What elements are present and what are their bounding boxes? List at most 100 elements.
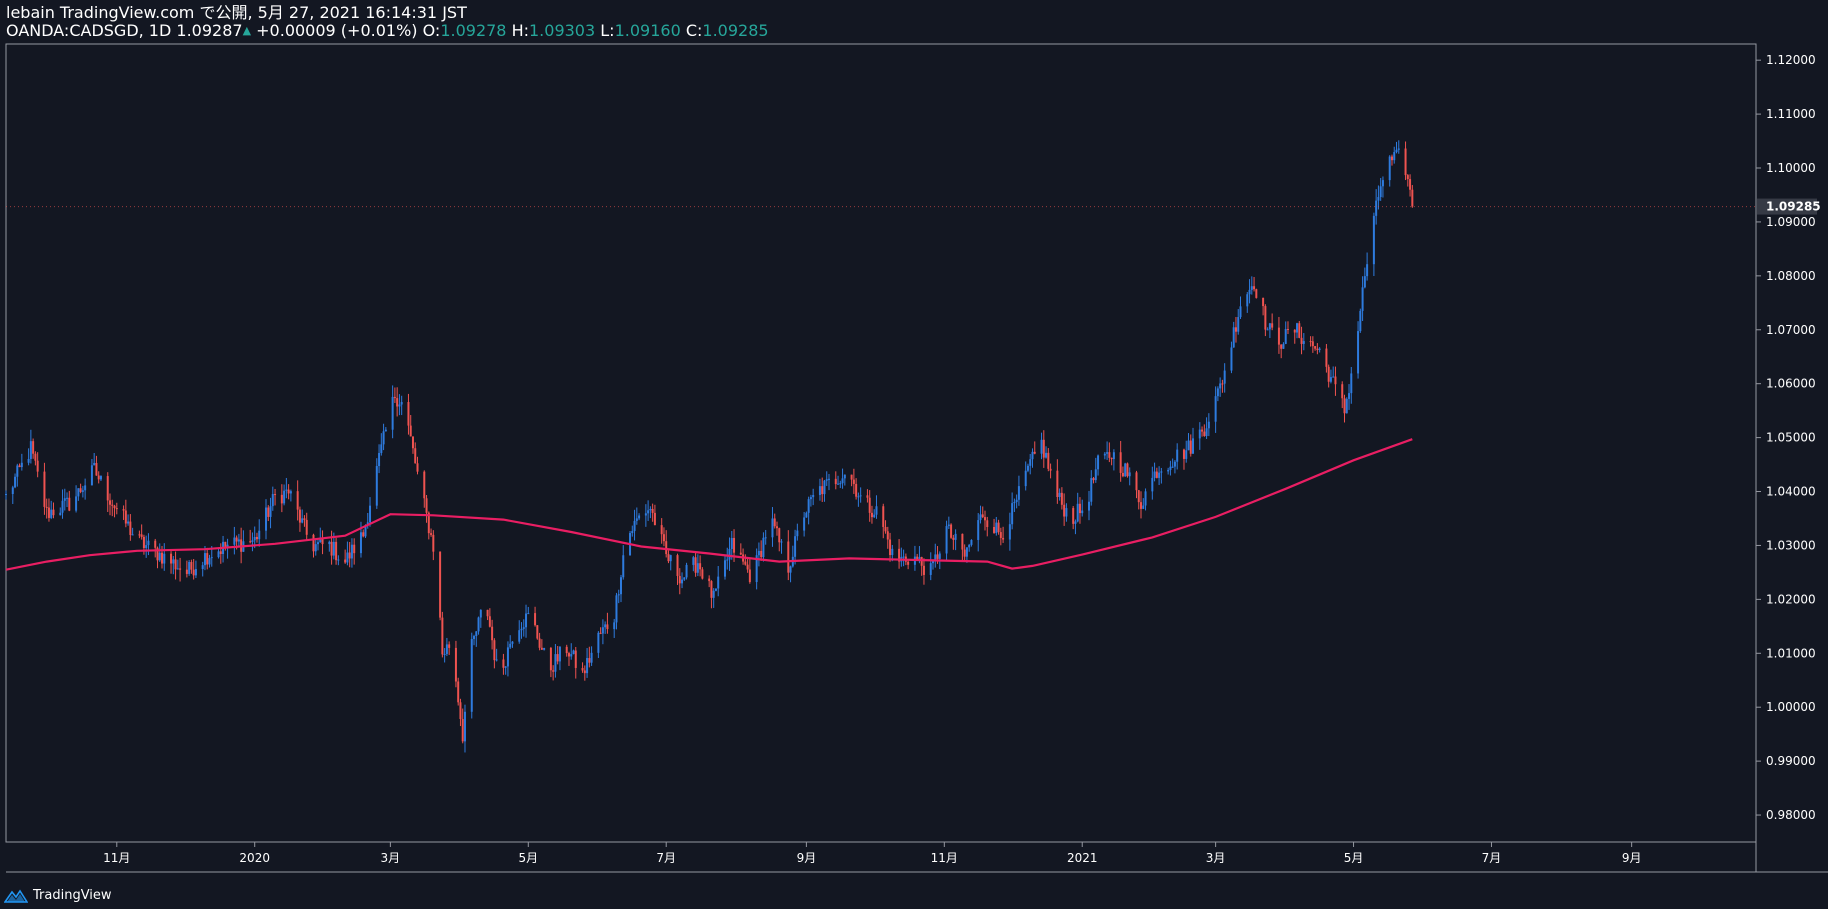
candle-body xyxy=(979,514,982,521)
candle-body xyxy=(158,552,161,561)
candle-body xyxy=(14,476,17,488)
candle-body xyxy=(172,559,175,564)
candle-body xyxy=(1325,348,1328,367)
candle-body xyxy=(1302,341,1305,344)
candle-body xyxy=(267,507,270,517)
candle-body xyxy=(1189,440,1192,454)
candle-body xyxy=(635,518,638,521)
candle-body xyxy=(1239,306,1242,318)
candle-body xyxy=(728,548,731,560)
candle-body xyxy=(305,519,308,535)
candle-body xyxy=(986,520,989,528)
candle-body xyxy=(1390,156,1393,161)
candle-body xyxy=(1309,341,1312,343)
candle-body xyxy=(1250,286,1253,290)
candle-body xyxy=(694,557,697,573)
candle-body xyxy=(778,528,781,543)
candle-body xyxy=(253,536,256,541)
candle-body xyxy=(208,558,211,565)
candle-body xyxy=(425,498,428,513)
high-value: 1.09303 xyxy=(529,21,596,40)
candle-body xyxy=(1361,287,1364,311)
candle-body xyxy=(984,517,987,521)
candle-body xyxy=(1395,149,1398,153)
candle-body xyxy=(764,537,767,539)
candle-body xyxy=(746,564,749,570)
tradingview-footer[interactable]: TradingView xyxy=(4,888,112,903)
candle-body xyxy=(884,526,887,532)
candle-body xyxy=(396,398,399,407)
candle-body xyxy=(1375,200,1378,216)
candle-body xyxy=(312,534,315,552)
x-tick-label: 5月 xyxy=(518,851,538,865)
x-tick-label: 11月 xyxy=(103,851,130,865)
candle-body xyxy=(439,551,442,618)
candle-body xyxy=(280,494,283,504)
candle-body xyxy=(898,548,901,562)
candle-body xyxy=(1379,186,1382,198)
candle-body xyxy=(552,670,555,672)
candle-body xyxy=(1409,179,1412,190)
candle-body xyxy=(203,553,206,566)
high-label: H: xyxy=(511,21,529,40)
candle-body xyxy=(68,497,71,511)
candle-body xyxy=(479,609,482,618)
candle-body xyxy=(1171,466,1174,468)
candle-body xyxy=(1219,383,1222,389)
candle-body xyxy=(617,594,620,596)
candle-body xyxy=(692,557,695,565)
candle-body xyxy=(1128,472,1131,477)
candle-body xyxy=(570,654,573,657)
candle-body xyxy=(1372,215,1375,265)
candle-body xyxy=(889,539,892,556)
candle-body xyxy=(350,544,353,559)
candle-body xyxy=(857,496,860,498)
candle-body xyxy=(1316,348,1319,351)
candle-body xyxy=(32,441,35,454)
candle-body xyxy=(581,667,584,671)
candle-body xyxy=(432,534,435,552)
candle-body xyxy=(947,524,950,527)
candle-body xyxy=(1411,189,1414,207)
candle-body xyxy=(179,568,182,570)
candle-body xyxy=(1011,503,1014,525)
candle-body xyxy=(588,658,591,663)
candle-body xyxy=(1341,384,1344,399)
candle-body xyxy=(140,534,143,537)
candle-body xyxy=(459,702,462,720)
candle-body xyxy=(1280,344,1283,349)
candle-body xyxy=(154,540,157,548)
candle-body xyxy=(558,646,561,662)
plot-frame xyxy=(5,43,1757,843)
candle-body xyxy=(210,557,213,559)
candle-body xyxy=(79,488,82,492)
candle-body xyxy=(1153,471,1156,478)
candle-body xyxy=(90,465,93,486)
candle-body xyxy=(834,478,837,485)
candle-body xyxy=(1031,451,1034,460)
y-tick-label: 1.04000 xyxy=(1766,485,1816,499)
candle-body xyxy=(1112,452,1115,460)
candle-body xyxy=(1072,508,1075,524)
candle-body xyxy=(93,462,96,466)
symbol-label[interactable]: OANDA:CADSGD, 1D xyxy=(6,21,172,40)
candle-body xyxy=(407,402,410,426)
candle-body xyxy=(1151,477,1154,492)
candle-body xyxy=(1311,341,1314,347)
candle-body xyxy=(549,647,552,671)
candle-body xyxy=(922,565,925,575)
candle-body xyxy=(206,553,209,565)
x-tick-label: 2021 xyxy=(1067,851,1098,865)
candle-body xyxy=(147,540,150,546)
candle-body xyxy=(176,568,179,570)
candle-body xyxy=(269,506,272,517)
candle-body xyxy=(1047,452,1050,469)
candle-body xyxy=(805,512,808,518)
candle-body xyxy=(409,425,412,437)
candle-body xyxy=(999,532,1002,538)
candle-body xyxy=(75,496,78,511)
candle-body xyxy=(1033,451,1036,454)
candle-body xyxy=(660,525,663,535)
candle-body xyxy=(997,522,1000,533)
